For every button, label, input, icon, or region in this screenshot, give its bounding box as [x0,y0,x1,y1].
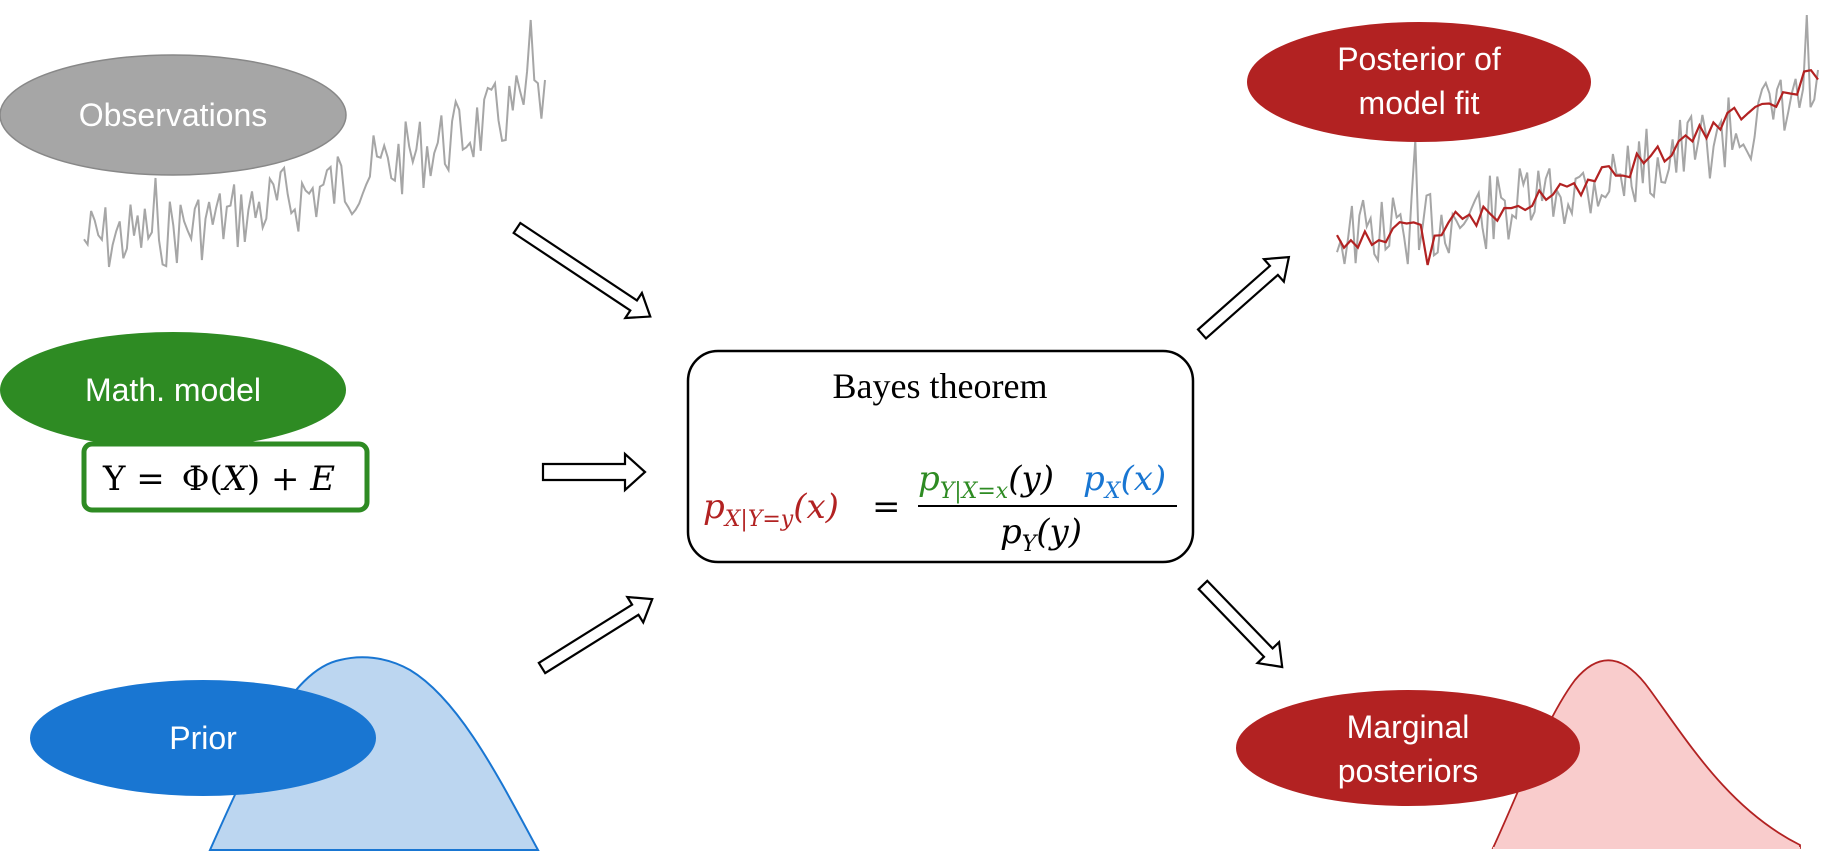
posterior-fit-series-line [1336,68,1819,266]
arrow-model-to-bayes [541,451,647,493]
model-equation-box: Y = Φ(X) + E [81,441,370,513]
posterior-term: pX|Y=y(x) [703,487,839,532]
arrow-observations-to-bayes [512,221,652,320]
prior-node: Prior [30,680,376,796]
likelihood-term: pY|X=x(y) [918,459,1054,504]
arrow-bayes-to-posterior-fit [1196,255,1291,341]
posterior-fit-label-line2: model fit [1359,85,1480,121]
prior-label: Prior [169,720,237,756]
bayes-theorem-box: Bayes theorem pX|Y=y(x) = pY|X=x(y) pX(x… [686,349,1195,564]
math-model-node: Math. model [0,332,346,448]
marginal-posteriors-node: Marginal posteriors [1236,690,1580,806]
observations-node: Observations [0,54,347,176]
arrow-prior-to-bayes [537,595,654,675]
math-model-label: Math. model [85,372,261,408]
observations-label: Observations [79,97,268,133]
posterior-observed-series-line [1336,14,1819,265]
prior-term: pX(x) [1083,459,1166,504]
marginal-label-line1: Marginal [1347,709,1470,745]
marginal-label-line2: posteriors [1338,753,1479,789]
arrow-bayes-to-marginal [1197,579,1284,669]
equals-sign: = [872,487,901,527]
observations-series-line [83,19,546,268]
posterior-fit-node: Posterior of model fit [1247,22,1591,142]
bayes-title: Bayes theorem [833,366,1048,406]
model-equation: Y = Φ(X) + E [102,459,335,499]
evidence-term: pY(y) [1000,512,1082,557]
posterior-fit-label-line1: Posterior of [1337,41,1501,77]
